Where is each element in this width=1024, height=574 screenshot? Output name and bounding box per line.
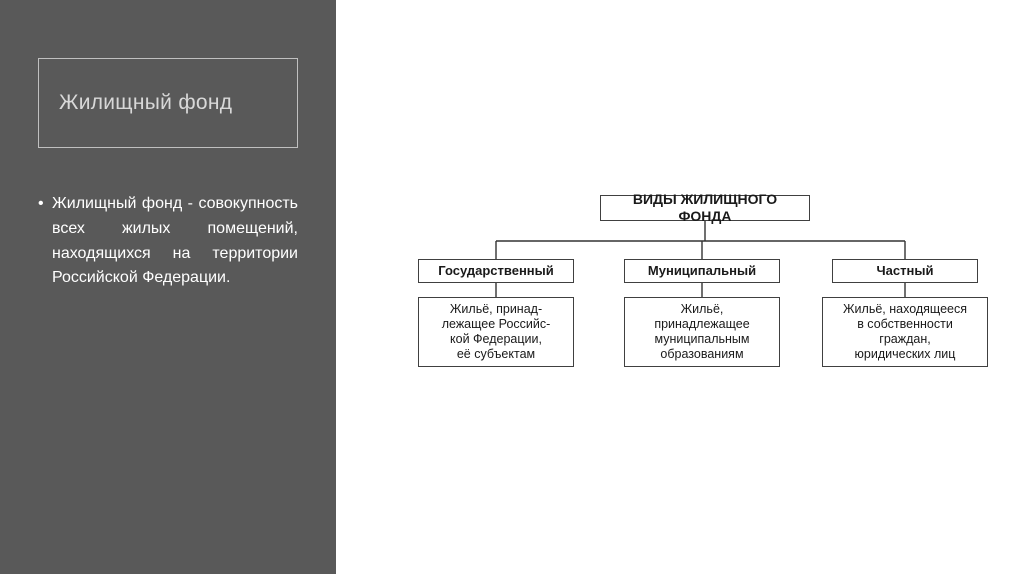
category-label: Муниципальный bbox=[648, 263, 756, 279]
definition-block: Жилищный фонд - совокупность всех жилых … bbox=[38, 192, 298, 291]
category-desc-private: Жильё, находящеесяв собственностиграждан… bbox=[822, 297, 988, 367]
diagram-root-node: ВИДЫ ЖИЛИЩНОГО ФОНДА bbox=[600, 195, 810, 221]
category-label: Частный bbox=[877, 263, 934, 279]
desc-label: Жильё, находящеесяв собственностиграждан… bbox=[843, 302, 967, 362]
sidebar: Жилищный фонд Жилищный фонд - совокупнос… bbox=[0, 0, 336, 574]
main-area: ВИДЫ ЖИЛИЩНОГО ФОНДА Государственный Жил… bbox=[336, 0, 1024, 574]
definition-bullet: Жилищный фонд - совокупность всех жилых … bbox=[52, 192, 298, 291]
root-label: ВИДЫ ЖИЛИЩНОГО ФОНДА bbox=[607, 191, 803, 225]
desc-label: Жильё,принадлежащеемуниципальнымобразова… bbox=[654, 302, 749, 362]
category-desc-municipal: Жильё,принадлежащеемуниципальнымобразова… bbox=[624, 297, 780, 367]
category-label: Государственный bbox=[438, 263, 554, 279]
category-node-municipal: Муниципальный bbox=[624, 259, 780, 283]
slide-title: Жилищный фонд bbox=[59, 91, 277, 115]
desc-label: Жильё, принад-лежащее Российс-кой Федера… bbox=[442, 302, 551, 362]
category-node-private: Частный bbox=[832, 259, 978, 283]
title-box: Жилищный фонд bbox=[38, 58, 298, 148]
category-node-state: Государственный bbox=[418, 259, 574, 283]
category-desc-state: Жильё, принад-лежащее Российс-кой Федера… bbox=[418, 297, 574, 367]
